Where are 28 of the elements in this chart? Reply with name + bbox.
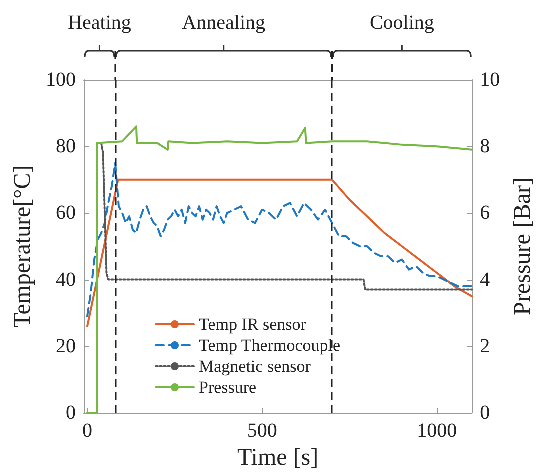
legend-label: Temp Thermocouple <box>199 336 341 355</box>
text: Annealing <box>182 12 266 35</box>
y-axis-title: Temperature[°C] <box>10 165 36 328</box>
y2-tick-label: 2 <box>480 335 490 358</box>
y2-tick-label: 8 <box>480 136 490 158</box>
y-tick-label: 100 <box>46 69 76 91</box>
text: Cooling <box>370 12 434 35</box>
y2-tick-label: 4 <box>480 268 490 291</box>
y2-tick-label: 6 <box>480 202 490 224</box>
y-tick-label: 40 <box>56 268 76 291</box>
y2-axis-title: Pressure [Bar] <box>510 178 536 316</box>
line-series <box>86 162 474 318</box>
legend-label: Temp IR sensor <box>199 315 307 334</box>
x-tick-label: 500 <box>247 420 278 442</box>
x-axis-title: Time [s] <box>237 444 319 471</box>
legend-label: Pressure <box>199 378 257 397</box>
x-tick-label: 1000 <box>417 420 458 442</box>
y-tick-label: 20 <box>56 335 76 358</box>
y-tick-label: 80 <box>56 136 76 158</box>
legend-label: Magnetic sensor <box>199 357 312 376</box>
line-series <box>86 126 474 414</box>
y2-tick-label: 10 <box>480 69 500 91</box>
y2-tick-label: 0 <box>480 402 490 424</box>
line-series <box>100 142 474 291</box>
y-tick-label: 60 <box>56 202 76 224</box>
x-tick-label: 0 <box>82 420 92 442</box>
y-tick-label: 0 <box>66 402 76 424</box>
text: Heating <box>68 12 132 35</box>
